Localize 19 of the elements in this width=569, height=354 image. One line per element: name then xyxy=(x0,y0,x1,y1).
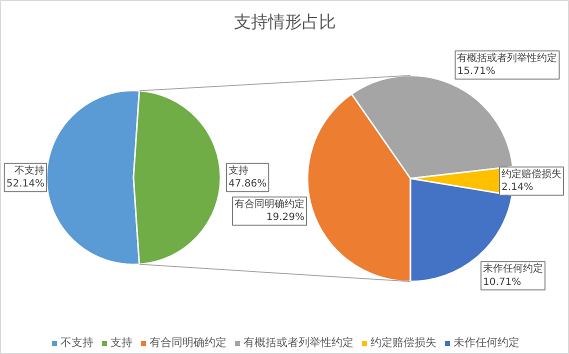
data-label: 10.71% xyxy=(482,276,522,288)
data-label: 47.86% xyxy=(228,178,267,190)
data-label: 52.14% xyxy=(6,178,45,190)
chart-title: 支持情形占比 xyxy=(234,12,336,32)
slice-label: 有合同明确约定 xyxy=(234,198,305,210)
legend-label: 有概括或者列举性约定 xyxy=(244,335,354,350)
slice-label: 不支持 xyxy=(14,164,44,176)
legend-label: 支持 xyxy=(110,335,132,350)
legend-label: 有合同明确约定 xyxy=(150,335,226,350)
slice-label: 支持 xyxy=(228,164,248,176)
data-label: 15.71% xyxy=(457,66,496,78)
legend-label: 约定赔偿损失 xyxy=(370,335,436,350)
legend-label: 不支持 xyxy=(60,335,94,350)
slice-label: 有概括或者列举性约定 xyxy=(457,52,558,64)
legend-label: 未作任何约定 xyxy=(454,335,520,350)
slice-label: 未作任何约定 xyxy=(482,262,543,275)
slice-label: 约定赔偿损失 xyxy=(502,168,562,180)
data-label: 19.29% xyxy=(266,212,305,224)
data-label: 2.14% xyxy=(502,182,534,194)
